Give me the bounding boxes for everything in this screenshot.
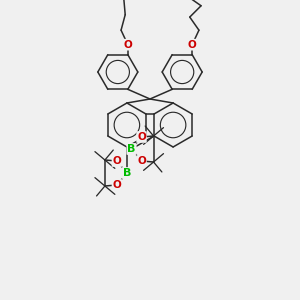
Text: B: B: [123, 168, 131, 178]
Text: B: B: [127, 144, 136, 154]
Text: O: O: [188, 40, 197, 50]
Text: O: O: [124, 40, 132, 50]
Text: O: O: [137, 132, 146, 142]
Text: O: O: [112, 180, 121, 190]
Text: O: O: [112, 156, 121, 166]
Text: O: O: [137, 156, 146, 166]
